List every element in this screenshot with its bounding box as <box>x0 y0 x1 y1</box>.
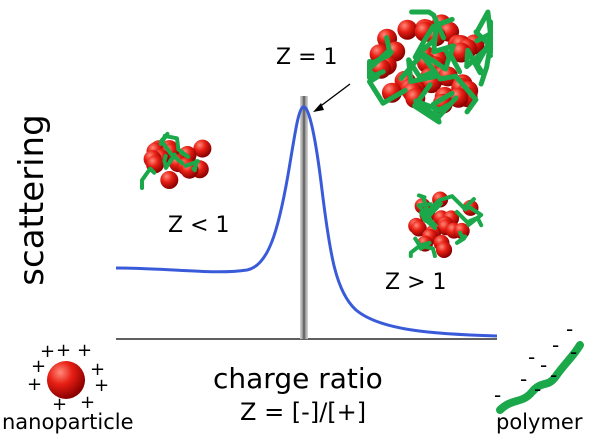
peak-label: Z = 1 <box>276 45 338 70</box>
svg-text:+: + <box>40 341 55 362</box>
svg-text:-: - <box>494 383 501 407</box>
svg-text:+: + <box>31 356 46 377</box>
svg-text:-: - <box>550 363 557 387</box>
polymer-label: polymer <box>496 410 583 434</box>
nanoparticle-icon: + + + + + + + + + <box>27 340 109 415</box>
peak-arrow <box>313 83 351 112</box>
svg-text:+: + <box>27 374 42 395</box>
svg-text:-: - <box>520 367 527 391</box>
svg-text:-: - <box>566 317 573 341</box>
cluster-aggregate-icon <box>367 9 493 125</box>
y-axis-label: scattering <box>12 114 52 286</box>
x-axis-formula: Z = [-]/[+] <box>240 398 367 426</box>
svg-text:+: + <box>77 340 92 361</box>
x-axis-label: charge ratio <box>213 362 383 395</box>
svg-text:+: + <box>56 340 71 361</box>
high-charge-label: Z > 1 <box>385 270 447 295</box>
svg-text:-: - <box>570 340 577 364</box>
svg-text:-: - <box>552 333 559 357</box>
svg-text:+: + <box>94 375 109 396</box>
svg-text:+: + <box>80 392 95 413</box>
svg-text:-: - <box>540 353 547 377</box>
svg-text:-: - <box>534 377 541 401</box>
polymer-icon: - - - - - - - - - <box>494 317 584 414</box>
cluster-high-charge-icon <box>408 191 484 258</box>
svg-text:-: - <box>528 345 535 369</box>
cluster-low-charge-icon <box>140 131 212 190</box>
scattering-curve <box>115 105 498 338</box>
nanoparticle-label: nanoparticle <box>2 410 134 434</box>
svg-text:+: + <box>52 394 67 415</box>
svg-text:+: + <box>90 359 105 380</box>
low-charge-label: Z < 1 <box>168 213 230 238</box>
